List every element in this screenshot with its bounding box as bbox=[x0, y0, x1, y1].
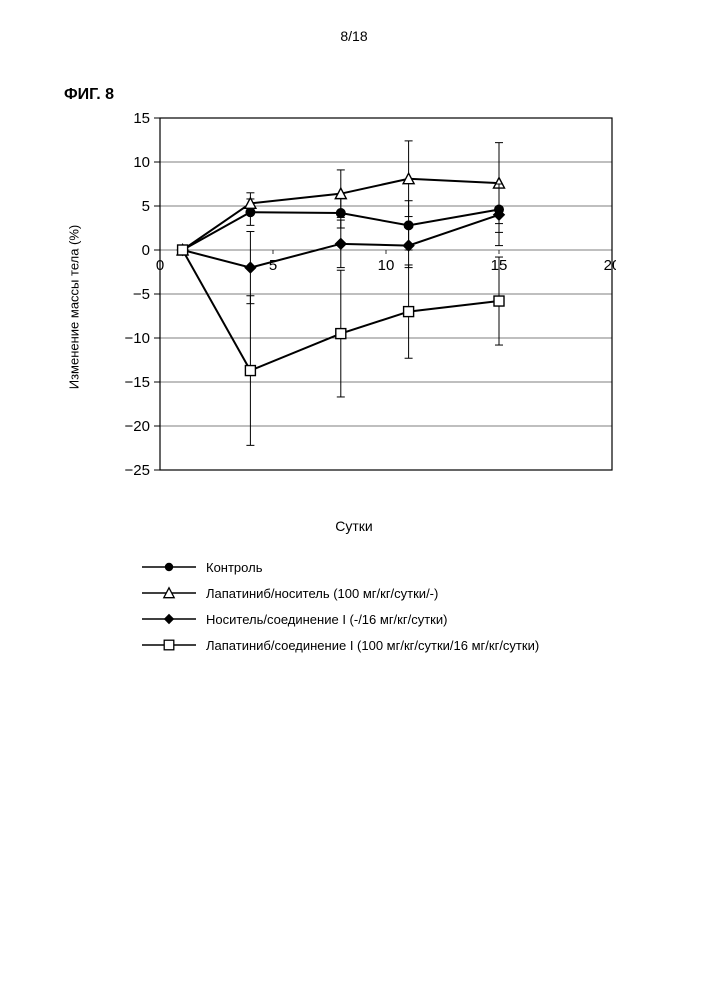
legend-label: Носитель/соединение I (-/16 мг/кг/сутки) bbox=[206, 612, 447, 627]
legend-item: Контроль bbox=[140, 554, 539, 580]
svg-text:5: 5 bbox=[269, 257, 277, 274]
legend-label: Лапатиниб/носитель (100 мг/кг/сутки/-) bbox=[206, 586, 438, 601]
legend-label: Контроль bbox=[206, 560, 262, 575]
legend-swatch bbox=[140, 558, 198, 576]
svg-text:15: 15 bbox=[133, 112, 150, 127]
chart-svg: −25−20−15−10−505101505101520 bbox=[96, 112, 616, 502]
y-axis-label: Изменение массы тела (%) bbox=[67, 225, 82, 390]
svg-text:−25: −25 bbox=[125, 462, 150, 479]
legend-swatch bbox=[140, 636, 198, 654]
svg-text:0: 0 bbox=[142, 242, 150, 259]
figure-label: ФИГ. 8 bbox=[64, 86, 114, 104]
page-number: 8/18 bbox=[0, 0, 708, 44]
chart: −25−20−15−10−505101505101520 bbox=[96, 112, 616, 502]
legend-label: Лапатиниб/соединение I (100 мг/кг/сутки/… bbox=[206, 638, 539, 653]
series-lapatinib_compound bbox=[178, 245, 504, 445]
svg-text:10: 10 bbox=[133, 154, 150, 171]
svg-text:5: 5 bbox=[142, 198, 150, 215]
svg-text:20: 20 bbox=[604, 257, 616, 274]
svg-text:−5: −5 bbox=[133, 286, 150, 303]
y-axis-label-wrap: Изменение массы тела (%) bbox=[60, 112, 88, 502]
svg-text:−10: −10 bbox=[125, 330, 150, 347]
svg-text:−20: −20 bbox=[125, 418, 150, 435]
x-axis-label: Сутки bbox=[0, 518, 708, 534]
legend-item: Носитель/соединение I (-/16 мг/кг/сутки) bbox=[140, 606, 539, 632]
legend: Контроль Лапатиниб/носитель (100 мг/кг/су… bbox=[140, 554, 539, 658]
legend-item: Лапатиниб/носитель (100 мг/кг/сутки/-) bbox=[140, 580, 539, 606]
svg-text:10: 10 bbox=[378, 257, 395, 274]
svg-text:−15: −15 bbox=[125, 374, 150, 391]
svg-text:0: 0 bbox=[156, 257, 164, 274]
legend-swatch bbox=[140, 610, 198, 628]
legend-item: Лапатиниб/соединение I (100 мг/кг/сутки/… bbox=[140, 632, 539, 658]
legend-swatch bbox=[140, 584, 198, 602]
